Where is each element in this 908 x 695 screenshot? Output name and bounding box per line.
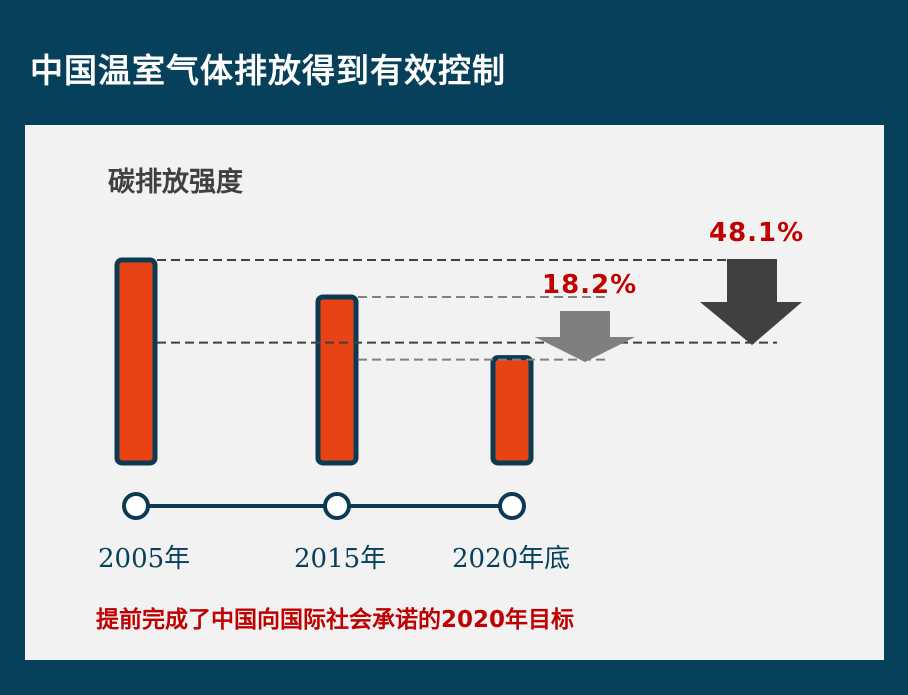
reduction-label-2015-2020: 18.2% [542, 270, 638, 300]
reduction-label-2005-2020: 48.1% [709, 218, 805, 248]
footer-note: 提前完成了中国向国际社会承诺的2020年目标 [96, 607, 575, 633]
chart-panel [25, 125, 884, 660]
x-tick-2020: 2020年底 [452, 544, 571, 574]
arrow-large [700, 259, 802, 345]
timeline-node-0 [122, 492, 150, 520]
x-tick-2015: 2015年 [294, 544, 387, 574]
bar-0 [114, 257, 158, 466]
timeline-node-1 [323, 492, 351, 520]
page-title: 中国温室气体排放得到有效控制 [30, 51, 506, 90]
chart-title: 碳排放强度 [108, 167, 243, 198]
bar-2 [490, 355, 534, 466]
arrow-small [535, 311, 635, 362]
bar-1 [315, 294, 359, 466]
x-tick-2005: 2005年 [98, 544, 191, 574]
timeline-node-2 [498, 492, 526, 520]
